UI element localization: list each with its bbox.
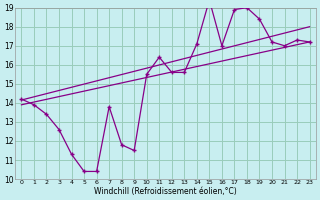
X-axis label: Windchill (Refroidissement éolien,°C): Windchill (Refroidissement éolien,°C): [94, 187, 237, 196]
